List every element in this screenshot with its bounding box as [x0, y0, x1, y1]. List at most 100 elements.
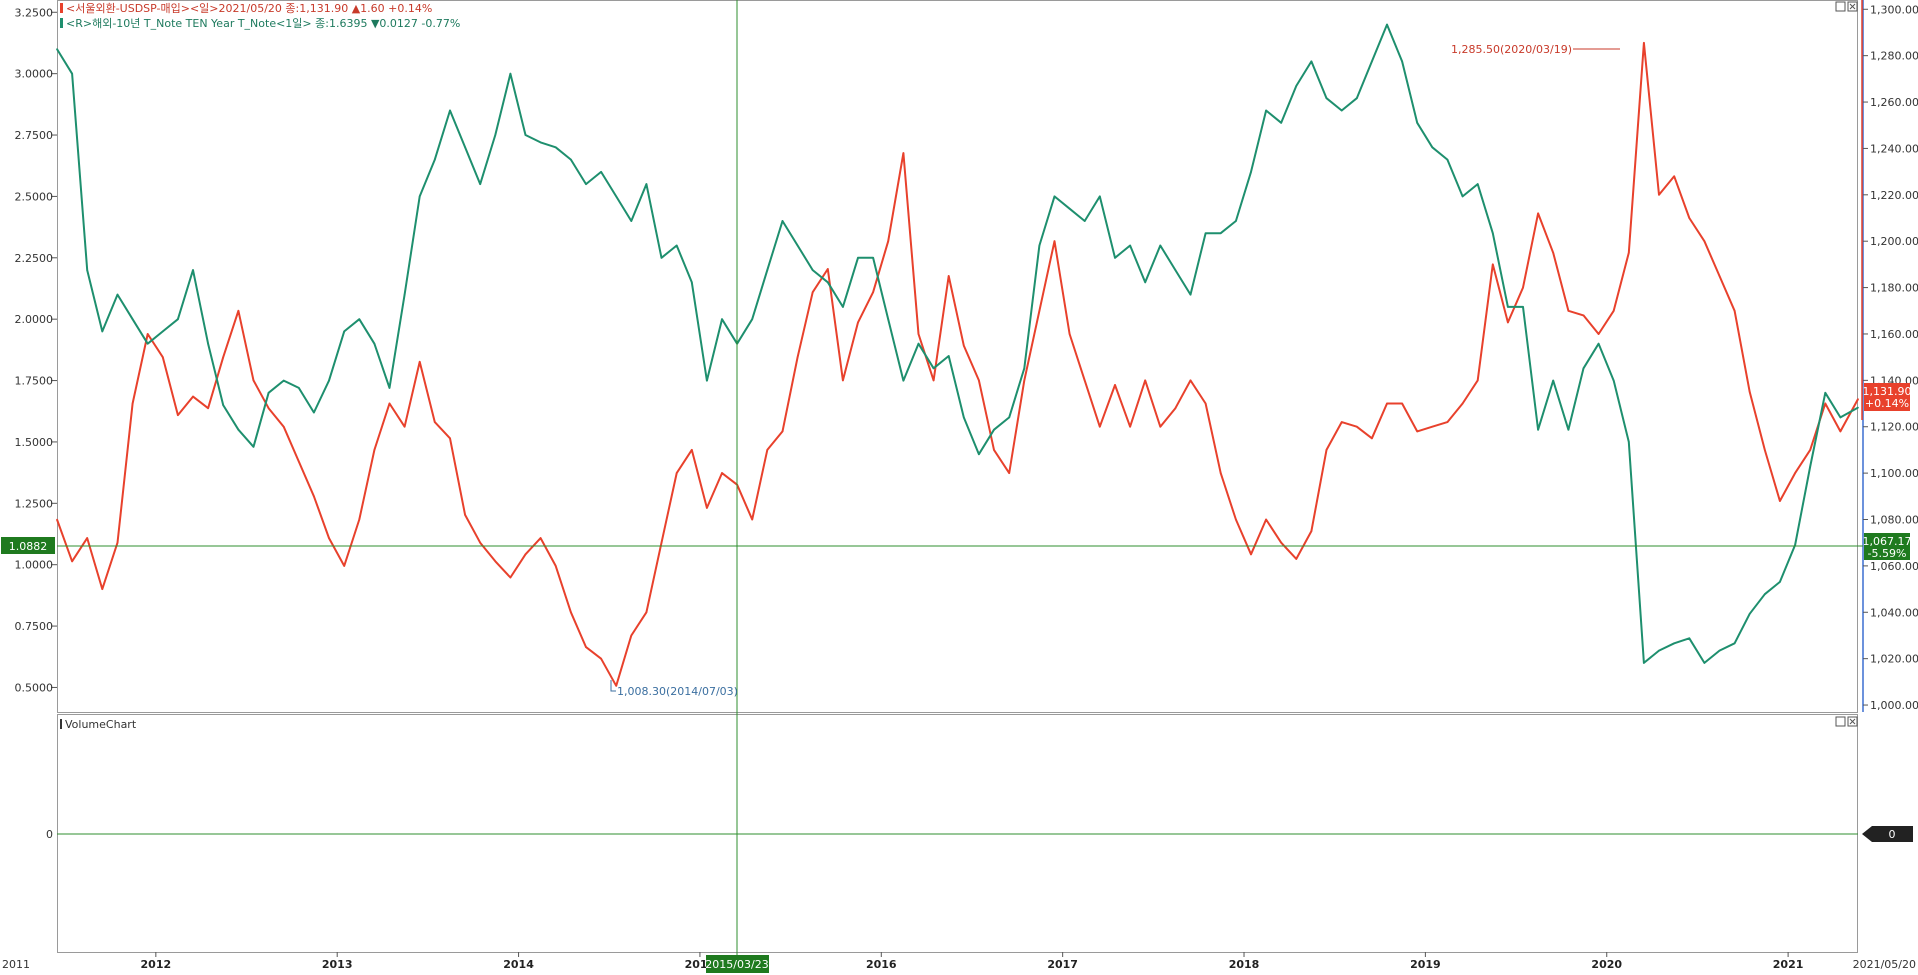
volume-pane-maximize-button[interactable] — [1835, 716, 1846, 727]
tnote-data-point — [1129, 244, 1131, 247]
tnote-data-point — [1567, 428, 1570, 431]
tnote-data-point — [1219, 232, 1222, 234]
tnote-data-point — [328, 379, 330, 382]
tnote-data-point — [1794, 544, 1796, 546]
tnote-legend: <R>해외-10년 T_Note TEN Year T_Note<1일> 종:1… — [66, 16, 460, 30]
tnote-data-point — [71, 72, 73, 75]
x-tick-label: 2016 — [866, 958, 897, 971]
volume-legend: VolumeChart — [65, 718, 137, 731]
usd-data-point — [373, 449, 376, 451]
tnote-data-point — [56, 48, 58, 50]
left-tick-label: 1.7500 — [15, 375, 54, 388]
crosshair-right-change: -5.59% — [1868, 547, 1907, 560]
usd-data-point — [1008, 472, 1010, 474]
usd-data-point — [1824, 402, 1827, 405]
tnote-data-point — [101, 330, 104, 333]
volume-zero-label: 0 — [1889, 828, 1896, 841]
tnote-data-point — [1265, 109, 1267, 112]
usd-data-point — [1235, 518, 1237, 521]
usd-data-point — [192, 395, 194, 398]
usd-data-point — [1431, 425, 1434, 428]
usd-data-point — [237, 310, 240, 312]
min-annotation: 1,008.30(2014/07/03) — [617, 685, 738, 698]
tnote-series-line — [56, 23, 1859, 664]
x-tick-label: 2020 — [1591, 958, 1622, 971]
x-axis: 2012 2013 2014 2015 2016 2017 2018 2019 2020 2021 — [141, 952, 1803, 971]
usd-data-point — [781, 430, 784, 433]
tnote-data-point — [1189, 293, 1192, 296]
tnote-data-point — [1857, 406, 1859, 409]
right-tick-label: 1,280.00 — [1870, 50, 1918, 63]
right-tick-label: 1,120.00 — [1870, 421, 1918, 434]
usd-data-point — [902, 152, 905, 154]
tnote-data-point — [1371, 60, 1373, 63]
tnote-data-point — [403, 293, 406, 296]
usd-data-point — [1386, 402, 1388, 405]
volume-zero-marker — [1862, 826, 1913, 842]
tnote-data-point — [116, 293, 119, 296]
usd-data-point — [298, 460, 300, 463]
usd-data-point — [1537, 212, 1539, 215]
usd-data-point — [857, 321, 859, 324]
usd-data-point — [313, 495, 315, 498]
tnote-data-point — [1537, 428, 1539, 431]
tnote-data-point — [1023, 367, 1026, 370]
x-tick-label: 2019 — [1410, 958, 1441, 971]
usd-data-point — [1325, 449, 1328, 451]
max-annotation: 1,285.50(2020/03/19) — [1451, 43, 1572, 56]
usd-data-point — [675, 472, 678, 474]
usd-data-point — [509, 576, 512, 579]
tnote-data-point — [162, 330, 164, 333]
usd-data-point — [449, 437, 451, 440]
usd-data-point — [222, 356, 224, 359]
tnote-data-point — [1235, 220, 1237, 222]
usd-data-point — [207, 407, 209, 410]
tnote-data-point — [1658, 649, 1660, 652]
usd-data-point — [328, 537, 330, 539]
tnote-data-point — [1356, 97, 1358, 99]
tnote-data-point — [842, 306, 844, 308]
tnote-data-point — [146, 342, 149, 345]
x-tick-label: 2017 — [1047, 958, 1078, 971]
tnote-data-point — [585, 183, 587, 185]
tnote-data-point — [1008, 416, 1010, 419]
tnote-data-point — [766, 269, 769, 271]
usd-data-point — [479, 541, 482, 544]
usd-data-point — [1371, 437, 1373, 440]
main-pane-maximize-button[interactable] — [1835, 1, 1846, 12]
usd-data-point — [1552, 252, 1554, 254]
usd-data-point — [252, 379, 255, 382]
tnote-data-point — [857, 257, 859, 259]
tnote-data-point — [464, 146, 466, 149]
usd-data-point — [358, 518, 361, 521]
tnote-data-point — [207, 342, 209, 345]
usd-data-point — [1023, 379, 1026, 382]
usd-data-point — [1779, 500, 1781, 502]
tnote-data-point — [282, 379, 285, 382]
tnote-data-point — [1643, 662, 1645, 664]
crosshair-left-value-box — [1, 537, 55, 554]
usd-data-point — [1718, 275, 1721, 277]
usd-data-point — [811, 291, 814, 294]
usd-data-point — [691, 449, 693, 451]
left-tick-label: 3.2500 — [15, 6, 54, 19]
tnote-data-point — [1507, 306, 1509, 308]
usd-data-point — [1582, 314, 1585, 317]
left-tick-label: 1.0000 — [15, 559, 54, 572]
tnote-data-point — [1628, 441, 1630, 443]
tnote-data-point — [706, 379, 708, 382]
right-tick-label: 1,040.00 — [1870, 606, 1918, 619]
left-tick-label: 2.0000 — [15, 313, 54, 326]
min-annotation-leader — [610, 680, 616, 692]
usd-data-point — [993, 449, 995, 451]
left-tick-label: 0.7500 — [15, 620, 54, 633]
right-tick-label: 1,020.00 — [1870, 653, 1918, 666]
left-tick-label: 0.5000 — [15, 681, 54, 694]
usd-data-point — [1144, 379, 1146, 382]
tnote-data-point — [1099, 195, 1101, 198]
usd-data-point — [1280, 541, 1282, 544]
usd-data-point — [842, 379, 844, 382]
right-axis: 1,000.00 1,020.00 1,040.00 1,060.00 1,080.00… — [1863, 3, 1918, 712]
tnote-data-point — [1809, 465, 1811, 468]
tnote-data-point — [1053, 195, 1056, 198]
